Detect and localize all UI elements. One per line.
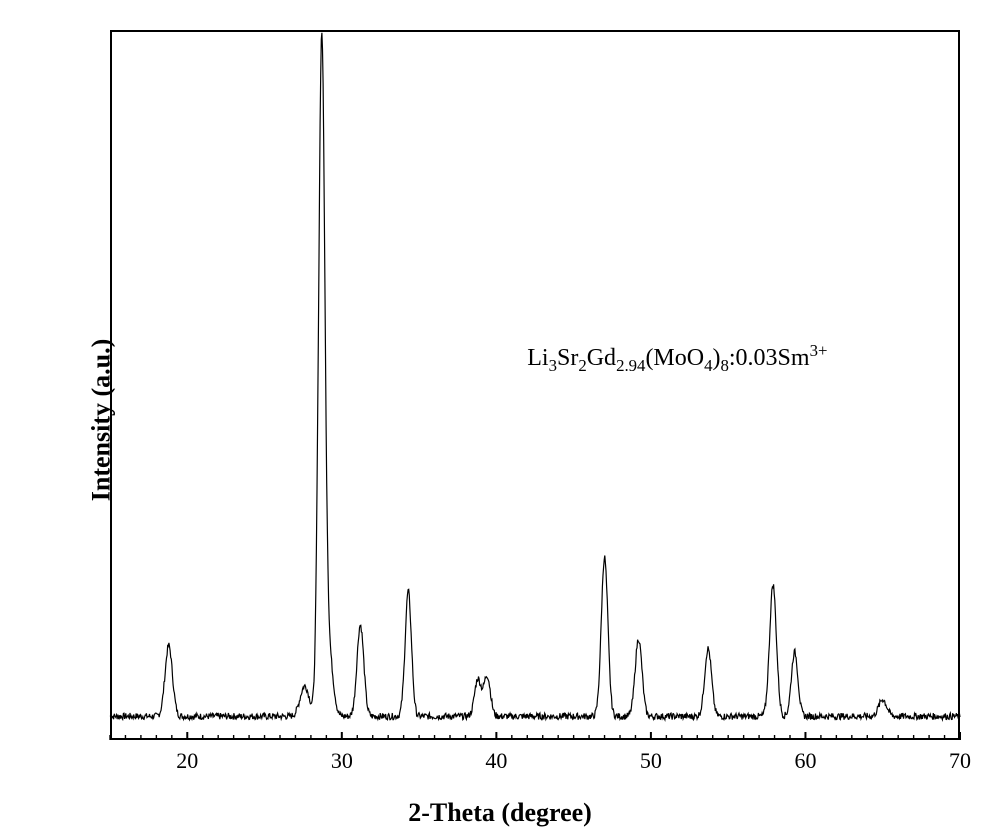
x-tick-label: 40 (485, 748, 507, 774)
x-tick-label: 50 (640, 748, 662, 774)
compound-formula-annotation: Li3Sr2Gd2.94(MoO4)8:0.03Sm3+ (527, 341, 827, 376)
y-axis-label: Intensity (a.u.) (86, 339, 116, 502)
x-tick-label: 30 (331, 748, 353, 774)
x-tick-label: 20 (176, 748, 198, 774)
figure-container: Intensity (a.u.) 2-Theta (degree) Li3Sr2… (0, 0, 1000, 840)
x-axis-label: 2-Theta (degree) (0, 798, 1000, 828)
plot-border (110, 30, 960, 740)
x-tick-label: 60 (794, 748, 816, 774)
x-tick-label: 70 (949, 748, 971, 774)
